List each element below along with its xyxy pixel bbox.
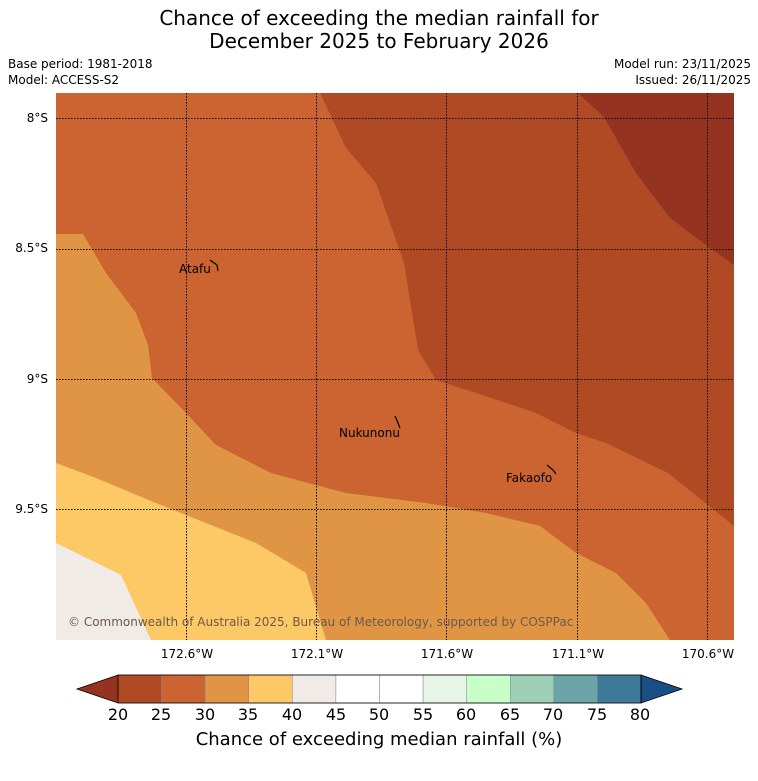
issued-date: Issued: 26/11/2025 xyxy=(635,73,751,87)
colorbar-cell xyxy=(466,674,511,704)
colorbar-under-arrow xyxy=(75,674,119,704)
lon-label-171-1w: 171.1°W xyxy=(551,647,605,661)
colorbar-over-arrow xyxy=(640,674,684,704)
place-label-atafu: Atafu xyxy=(179,262,211,276)
colorbar-outline xyxy=(117,674,642,704)
colorbar-tick-35: 35 xyxy=(237,705,259,724)
lon-label-170-6w: 170.6°W xyxy=(681,647,735,661)
model-run: Model run: 23/11/2025 xyxy=(613,57,751,71)
colorbar-cell xyxy=(248,674,293,704)
colorbar-tick-40: 40 xyxy=(281,705,303,724)
lat-label-8-5s: 8.5°S xyxy=(15,241,48,255)
colorbar-cell xyxy=(597,674,642,704)
colorbar-cell xyxy=(422,674,467,704)
colorbar-tick-70: 70 xyxy=(542,705,564,724)
lat-label-9s: 9°S xyxy=(26,372,48,386)
colorbar-tick-50: 50 xyxy=(368,705,390,724)
colorbar-title: Chance of exceeding median rainfall (%) xyxy=(195,729,563,750)
map-canvas: Atafu Nukunonu Fakaofo © Commonwealth of… xyxy=(56,93,734,640)
atafu-atoll-outline xyxy=(209,259,219,272)
colorbar-tick-60: 60 xyxy=(455,705,477,724)
fakaofo-atoll-outline xyxy=(546,464,557,475)
lon-label-172-1w: 172.1°W xyxy=(290,647,344,661)
colorbar-tick-30: 30 xyxy=(194,705,216,724)
colorbar-cell xyxy=(117,674,162,704)
colorbar-cell xyxy=(292,674,337,704)
colorbar xyxy=(75,674,684,704)
region-20-25 xyxy=(320,93,734,526)
lon-label-172-6w: 172.6°W xyxy=(160,647,214,661)
colorbar-cells xyxy=(117,674,642,704)
lon-label-171-6w: 171.6°W xyxy=(420,647,474,661)
lat-label-8s: 8°S xyxy=(26,111,48,125)
nukunonu-atoll-outline xyxy=(394,415,401,429)
colorbar-cell xyxy=(510,674,555,704)
colorbar-tick-45: 45 xyxy=(325,705,347,724)
colorbar-tick-55: 55 xyxy=(412,705,434,724)
region-below-20 xyxy=(578,93,734,265)
map-title-line1: Chance of exceeding the median rainfall … xyxy=(159,6,599,30)
colorbar-cell xyxy=(204,674,249,704)
map-title-line2: December 2025 to February 2026 xyxy=(209,29,549,53)
colorbar-tick-80: 80 xyxy=(629,705,651,724)
lat-label-9-5s: 9.5°S xyxy=(15,502,48,516)
base-period: Base period: 1981-2018 xyxy=(8,57,153,71)
copyright-credit: © Commonwealth of Australia 2025, Bureau… xyxy=(68,615,573,629)
colorbar-tick-25: 25 xyxy=(150,705,172,724)
map-gridlines xyxy=(56,93,734,640)
rainfall-map[interactable]: Atafu Nukunonu Fakaofo © Commonwealth of… xyxy=(56,93,734,640)
colorbar-tick-20: 20 xyxy=(107,705,129,724)
colorbar-cell xyxy=(553,674,598,704)
colorbar-cell xyxy=(335,674,380,704)
colorbar-tick-65: 65 xyxy=(499,705,521,724)
place-label-nukunonu: Nukunonu xyxy=(339,426,400,440)
colorbar-cell xyxy=(161,674,206,704)
colorbar-tick-75: 75 xyxy=(586,705,608,724)
model-name: Model: ACCESS-S2 xyxy=(8,73,120,87)
region-40-45 xyxy=(56,543,151,640)
colorbar-cell xyxy=(379,674,424,704)
place-label-fakaofo: Fakaofo xyxy=(506,471,552,485)
